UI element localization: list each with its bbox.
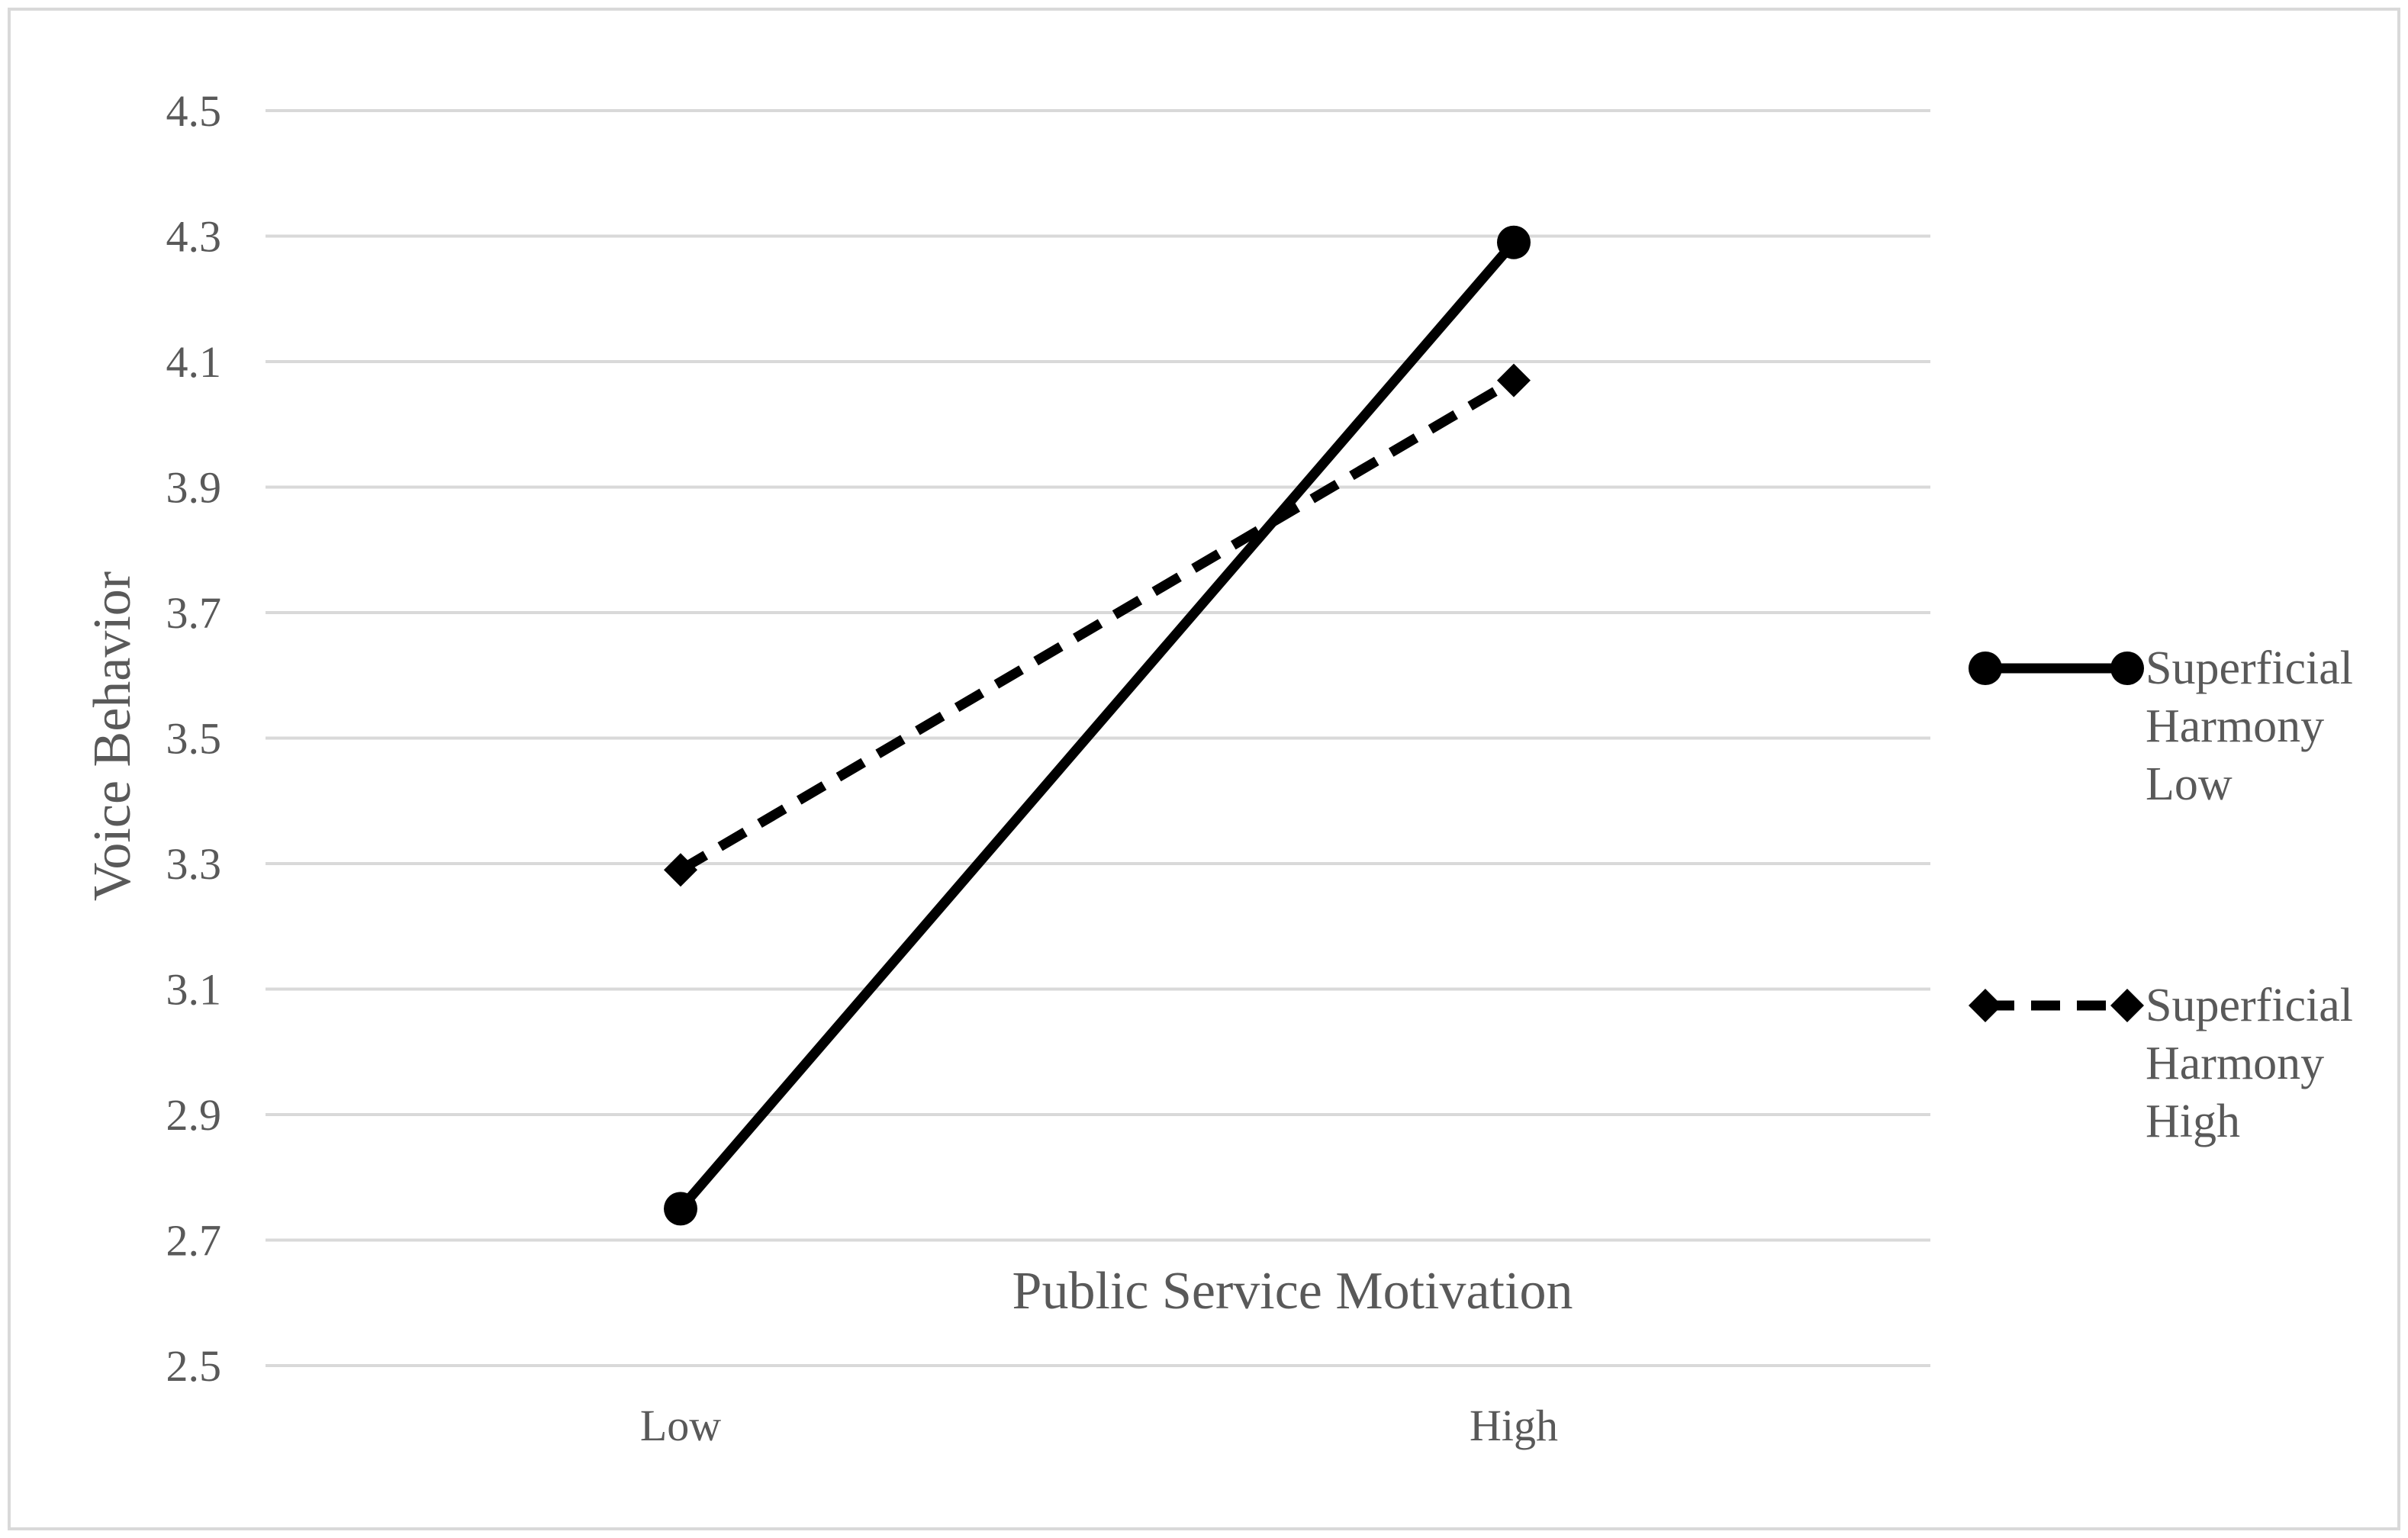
legend-marker — [2110, 652, 2144, 685]
y-tick-label: 2.9 — [166, 1090, 222, 1140]
legend: Superficial Harmony Low Superficial Harmony H… — [1969, 642, 2353, 1147]
series-line — [678, 376, 1517, 874]
y-tick-label: 4.1 — [166, 337, 222, 387]
series-line — [677, 239, 1518, 1212]
y-tick-label: 4.5 — [166, 86, 222, 136]
y-tick-label: 4.3 — [166, 212, 222, 262]
data-point — [1497, 225, 1531, 259]
plot-series — [664, 225, 1531, 1226]
x-tick-label: High — [1470, 1401, 1558, 1450]
legend-marker — [1969, 989, 2002, 1022]
y-tick-label: 3.9 — [166, 463, 222, 513]
x-axis-label: Public Service Motivation — [1012, 1262, 1573, 1321]
legend-item: Superficial Harmony Low — [1969, 642, 2353, 810]
series-2 — [664, 363, 1531, 887]
chart-frame — [8, 8, 2400, 1530]
legend-label: Low — [2146, 758, 2233, 810]
legend-item: Superficial Harmony High — [1969, 980, 2353, 1147]
legend-label: Superficial — [2146, 642, 2353, 694]
y-axis-label: Voice Behavior — [83, 571, 142, 901]
y-axis-ticks: 2.5 2.7 2.9 3.1 3.3 3.5 3.7 3.9 4.1 4.3 4.5 — [166, 86, 222, 1391]
legend-marker — [2110, 989, 2144, 1022]
legend-marker — [1969, 652, 2002, 685]
legend-label: Harmony — [2146, 1038, 2324, 1089]
series-1 — [664, 225, 1531, 1226]
y-tick-label: 3.7 — [166, 588, 222, 638]
legend-label: Harmony — [2146, 700, 2324, 752]
y-tick-label: 3.3 — [166, 839, 222, 889]
data-point — [664, 1192, 697, 1226]
x-axis-ticks: Low High — [640, 1401, 1558, 1450]
legend-label: Superficial — [2146, 980, 2353, 1031]
legend-label: High — [2146, 1096, 2240, 1147]
y-tick-label: 3.1 — [166, 965, 222, 1015]
data-point — [664, 853, 697, 887]
y-tick-label: 3.5 — [166, 714, 222, 764]
gridlines — [266, 109, 1930, 1367]
y-tick-label: 2.5 — [166, 1341, 222, 1391]
y-tick-label: 2.7 — [166, 1216, 222, 1266]
data-point — [1497, 363, 1531, 397]
x-tick-label: Low — [640, 1401, 721, 1450]
